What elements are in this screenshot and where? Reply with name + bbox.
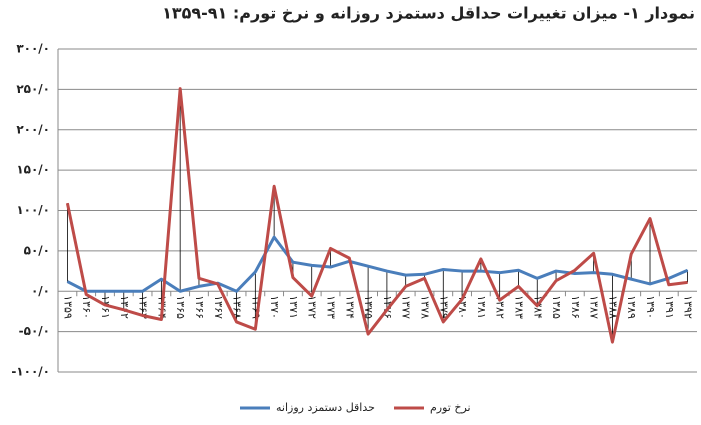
series-line (65, 87, 688, 344)
x-tick-label: ۱۳۸۹ (625, 295, 638, 319)
x-tick-label: ۱۳۷۳ (325, 295, 338, 319)
x-tick-label: ۱۳۷۵ (362, 295, 375, 319)
x-tick-label: ۱۳۷۲ (306, 295, 319, 319)
series-line (66, 235, 689, 293)
y-tick-label: ۳۰۰/۰ (16, 42, 50, 56)
y-tick-label: -۵۰/۰ (19, 324, 50, 338)
x-tick-label: ۱۳۶۶ (193, 295, 206, 319)
x-tick-label: ۱۳۷۴ (343, 295, 356, 319)
x-tick-label: ۱۳۸۲ (494, 295, 507, 319)
x-tick-label: ۱۳۸۳ (512, 295, 525, 319)
x-tick-label: ۱۳۷۸ (418, 295, 431, 319)
x-tick-label: ۱۳۷۷ (400, 295, 413, 319)
x-tick-label: ۱۳۶۵ (174, 295, 187, 319)
x-tick-label: ۱۳۶۲ (118, 295, 131, 319)
x-tick-label: ۱۳۹۲ (682, 295, 695, 319)
legend-label: حداقل دستمزد روزانه (276, 401, 375, 414)
x-tick-label: ۱۳۸۵ (550, 295, 563, 319)
x-tick-label: ۱۳۶۷ (212, 295, 225, 319)
legend-label: نرخ تورم (430, 401, 471, 414)
x-tick-label: ۱۳۷۰ (268, 295, 281, 319)
x-tick-label: ۱۳۹۰ (644, 295, 657, 319)
x-tick-label: ۱۳۹۱ (663, 295, 676, 319)
y-tick-label: ۱۰۰/۰ (16, 203, 50, 217)
x-tick-label: ۱۳۷۱ (287, 295, 300, 319)
y-tick-label: ۲۰۰/۰ (16, 122, 50, 136)
x-tick-label: ۱۳۸۶ (569, 295, 582, 319)
x-tick-label: ۱۳۸۸ (606, 295, 619, 319)
x-tick-label: ۱۳۵۹ (61, 295, 74, 319)
x-tick-label: ۱۳۶۳ (137, 295, 150, 319)
chart-title: نمودار ۱- میزان تغییرات حداقل دستمزد روز… (162, 4, 695, 23)
y-tick-label: ۵۰/۰ (24, 243, 50, 257)
y-tick-label: -۱۰۰/۰ (11, 365, 50, 379)
y-tick-label: ۰/۰ (31, 284, 50, 298)
x-tick-label: ۱۳۶۱ (99, 295, 112, 319)
x-tick-label: ۱۳۸۷ (588, 295, 601, 319)
x-tick-label: ۱۳۸۱ (475, 295, 488, 319)
y-tick-label: ۲۵۰/۰ (16, 82, 50, 96)
y-tick-label: ۱۵۰/۰ (16, 163, 50, 177)
x-tick-label: ۱۳۶۰ (80, 295, 93, 319)
